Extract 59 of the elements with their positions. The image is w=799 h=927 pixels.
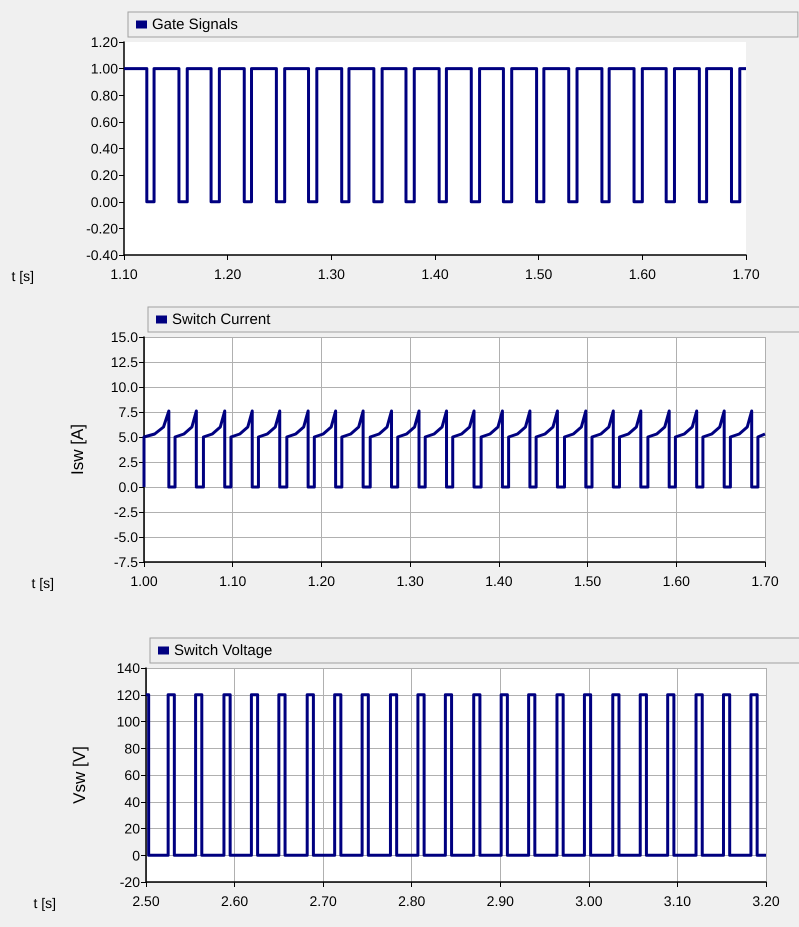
y-tick-label: 12.5	[110, 354, 138, 370]
x-tick-label: 2.80	[398, 893, 426, 909]
x-tick-label: 1.50	[574, 573, 602, 589]
x-tick-label: 1.50	[525, 266, 553, 282]
y-tick-label: 5.0	[118, 429, 138, 445]
x-axis-title: t [s]	[31, 575, 54, 591]
legend-label: Switch Current	[172, 311, 272, 328]
x-axis-title: t [s]	[33, 895, 56, 911]
y-tick-label: -7.5	[114, 554, 138, 570]
y-tick-label: 0.20	[90, 167, 118, 184]
x-tick-label: 1.40	[485, 573, 513, 589]
x-tick-label: 3.10	[664, 893, 692, 909]
x-tick-label: 1.30	[396, 573, 424, 589]
y-tick-label: 20	[124, 820, 140, 836]
y-tick-label: 60	[124, 767, 140, 783]
y-tick-label: 10.0	[110, 379, 138, 395]
y-tick-label: 120	[116, 686, 140, 703]
x-tick-label: 2.70	[310, 893, 337, 909]
x-tick-label: 1.70	[751, 573, 779, 589]
y-tick-label: 100	[116, 714, 140, 730]
y-tick-label: -20	[120, 874, 140, 890]
y-tick-label: 40	[124, 794, 140, 810]
y-tick-label: 0	[132, 847, 140, 864]
y-tick-label: 7.5	[118, 404, 138, 420]
y-tick-label: 0.60	[90, 114, 118, 130]
y-tick-label: -5.0	[114, 529, 138, 545]
y-axis-title: Vsw [V]	[70, 746, 89, 804]
y-tick-label: 0.80	[90, 87, 118, 104]
y-tick-label: 15.0	[110, 329, 138, 345]
y-tick-label: 1.00	[90, 60, 118, 77]
x-tick-label: 1.20	[308, 573, 336, 589]
x-axis-title: t [s]	[11, 268, 34, 284]
y-axis-title: Isw [A]	[68, 424, 87, 476]
y-tick-label: 140	[116, 660, 140, 676]
x-tick-label: 1.60	[628, 266, 656, 282]
x-tick-label: 1.20	[214, 266, 242, 282]
y-tick-label: 0.00	[90, 194, 118, 210]
y-tick-label: 1.20	[90, 34, 118, 50]
x-tick-label: 2.90	[486, 893, 514, 909]
line-series	[142, 410, 766, 488]
x-tick-label: 1.10	[219, 573, 247, 589]
x-tick-label: 1.70	[732, 266, 760, 282]
y-tick-label: 80	[124, 740, 140, 756]
y-tick-label: -0.20	[86, 220, 118, 236]
x-tick-label: 2.50	[132, 893, 160, 909]
legend-label: Gate Signals	[152, 16, 238, 33]
y-tick-label: 2.5	[118, 454, 138, 470]
y-tick-label: 0.40	[90, 140, 118, 156]
y-tick-label: -2.5	[114, 504, 138, 520]
x-tick-label: 3.00	[575, 893, 603, 909]
y-tick-label: -0.40	[86, 247, 118, 263]
y-tick-label: 0.0	[118, 479, 138, 495]
x-tick-label: 1.10	[110, 266, 138, 282]
legend-label: Switch Voltage	[174, 642, 272, 659]
x-tick-label: 1.60	[662, 573, 690, 589]
x-tick-label: 2.60	[220, 893, 248, 909]
x-tick-label: 3.20	[752, 893, 780, 909]
x-tick-label: 1.40	[421, 266, 449, 282]
x-tick-label: 1.30	[318, 266, 346, 282]
